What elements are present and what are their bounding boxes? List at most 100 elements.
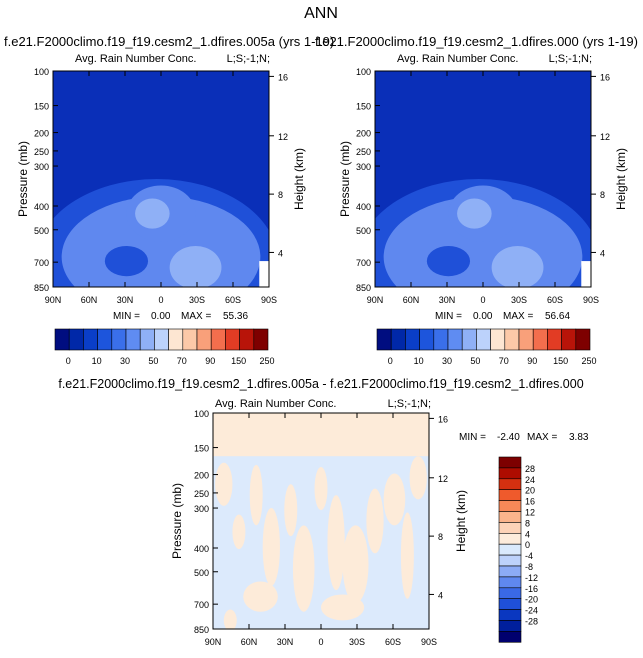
colorbar-label: 90 bbox=[527, 356, 537, 366]
contour-streak bbox=[284, 484, 298, 537]
panel-subtitle: Avg. Rain Number Conc. bbox=[215, 398, 336, 410]
colorbar-label: 10 bbox=[414, 356, 424, 366]
panel-subtitle: Avg. Rain Number Conc. bbox=[75, 53, 196, 65]
panel-title: f.e21.F2000climo.f19_f19.cesm2_1.dfires.… bbox=[4, 34, 334, 49]
contour-streak bbox=[232, 514, 246, 550]
y-tick-label: 200 bbox=[356, 129, 371, 139]
colorbar-box bbox=[139, 328, 155, 351]
colorbar-box bbox=[461, 328, 477, 351]
y-tick-label: 200 bbox=[194, 471, 209, 481]
colorbar-label: -4 bbox=[525, 551, 533, 561]
y-tick-label: 500 bbox=[356, 226, 371, 236]
colorbar-box bbox=[498, 554, 522, 567]
x-tick-label: 60S bbox=[385, 637, 401, 647]
x-tick-label: 30S bbox=[349, 637, 365, 647]
contour-streak bbox=[321, 594, 365, 621]
colorbar-label: 150 bbox=[231, 356, 246, 366]
stat-min-value: 0.00 bbox=[151, 311, 171, 322]
x-tick-label: 90N bbox=[205, 637, 222, 647]
colorbar-box bbox=[97, 328, 113, 351]
y-tick-label: 150 bbox=[194, 444, 209, 454]
y-right-tick-label: 8 bbox=[600, 190, 605, 200]
colorbar-label: 70 bbox=[177, 356, 187, 366]
colorbar-box bbox=[196, 328, 212, 351]
colorbar-box bbox=[83, 328, 98, 351]
y-tick-label: 200 bbox=[34, 129, 49, 139]
contour-streak bbox=[400, 512, 414, 599]
contour-streak bbox=[314, 467, 328, 511]
y-right-tick-label: 4 bbox=[600, 248, 605, 258]
y-tick-label: 500 bbox=[34, 226, 49, 236]
colorbar-box bbox=[376, 328, 392, 351]
y-tick-label: 850 bbox=[34, 283, 49, 293]
y-right-tick-label: 4 bbox=[278, 248, 283, 258]
contour-level-3 bbox=[135, 198, 170, 229]
stat-max-value: 3.83 bbox=[569, 432, 589, 443]
colorbar-label: -20 bbox=[525, 595, 538, 605]
panel-title: f.e21.F2000climo.f19_f19.cesm2_1.dfires.… bbox=[315, 34, 638, 49]
x-tick-label: 60N bbox=[403, 295, 420, 305]
colorbar-label: 150 bbox=[553, 356, 568, 366]
contour-level-3 bbox=[457, 198, 492, 229]
colorbar-label: 4 bbox=[525, 529, 530, 539]
colorbar-label: 0 bbox=[66, 356, 71, 366]
colorbar-label: 28 bbox=[525, 464, 535, 474]
y-tick-label: 150 bbox=[34, 102, 49, 112]
y-tick-label: 500 bbox=[194, 568, 209, 578]
colorbar-box bbox=[504, 328, 520, 351]
colorbar-box bbox=[498, 565, 522, 578]
stat-max-label: MAX = bbox=[181, 311, 211, 322]
colorbar-box bbox=[447, 328, 463, 351]
y-tick-label: 300 bbox=[194, 504, 209, 514]
colorbar-box bbox=[54, 328, 70, 351]
y-tick-label: 250 bbox=[34, 147, 49, 157]
colorbar-box bbox=[498, 456, 522, 469]
panel-title: f.e21.F2000climo.f19_f19.cesm2_1.dfires.… bbox=[58, 377, 583, 391]
y-axis-label: Pressure (mb) bbox=[16, 141, 30, 217]
colorbar-box bbox=[498, 609, 522, 621]
y-right-tick-label: 4 bbox=[438, 590, 443, 600]
x-tick-label: 60N bbox=[81, 295, 98, 305]
y-axis-label: Pressure (mb) bbox=[170, 483, 184, 559]
stat-min-value: 0.00 bbox=[473, 311, 493, 322]
colorbar-box bbox=[498, 620, 522, 632]
x-tick-label: 30N bbox=[277, 637, 294, 647]
contour-streak bbox=[366, 488, 384, 554]
contour-field bbox=[213, 413, 429, 629]
y-right-tick-label: 16 bbox=[278, 72, 288, 82]
colorbar-box bbox=[433, 328, 449, 351]
y-axis-right-label: Height (km) bbox=[614, 148, 628, 210]
colorbar-box bbox=[111, 328, 127, 351]
stat-min-label: MIN = bbox=[459, 432, 486, 443]
colorbar-label: 50 bbox=[148, 356, 158, 366]
missing-data bbox=[259, 261, 269, 287]
colorbar-label: 50 bbox=[470, 356, 480, 366]
colorbar-box bbox=[498, 576, 522, 589]
contour-field bbox=[53, 71, 269, 287]
y-right-tick-label: 12 bbox=[600, 132, 610, 142]
x-tick-label: 60S bbox=[547, 295, 563, 305]
colorbar-label: 8 bbox=[525, 518, 530, 528]
y-tick-label: 250 bbox=[194, 489, 209, 499]
colorbar-box bbox=[168, 328, 184, 351]
colorbar-box bbox=[419, 328, 435, 351]
colorbar-box bbox=[498, 598, 522, 610]
figure-title: ANN bbox=[304, 5, 338, 22]
colorbar-box bbox=[125, 328, 141, 351]
colorbar-box bbox=[253, 328, 269, 351]
colorbar-label: 10 bbox=[92, 356, 102, 366]
y-tick-label: 400 bbox=[34, 202, 49, 212]
y-tick-label: 250 bbox=[356, 147, 371, 157]
y-right-tick-label: 8 bbox=[438, 532, 443, 542]
y-tick-label: 100 bbox=[34, 67, 49, 77]
y-right-tick-label: 12 bbox=[278, 132, 288, 142]
colorbar-label: 90 bbox=[205, 356, 215, 366]
y-tick-label: 400 bbox=[194, 544, 209, 554]
colorbar-box bbox=[498, 532, 522, 545]
colorbar-label: 250 bbox=[259, 356, 274, 366]
colorbar-box bbox=[490, 328, 506, 351]
y-tick-label: 700 bbox=[34, 258, 49, 268]
colorbar-box bbox=[575, 328, 591, 351]
panel-right-label: L;S;-1;N; bbox=[388, 398, 431, 410]
